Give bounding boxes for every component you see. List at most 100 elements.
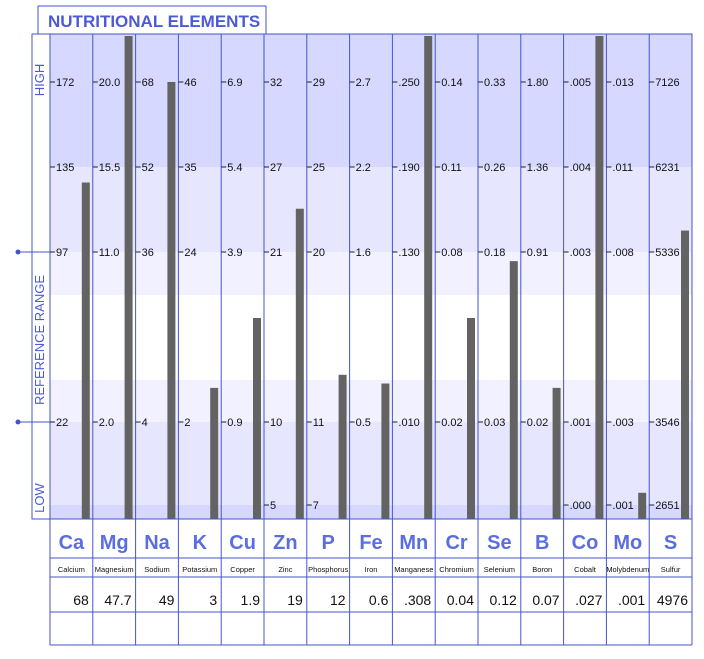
tick-label-cu: 0.9	[227, 417, 242, 429]
tick-label-fe: 2.7	[356, 77, 371, 89]
tick-label-p: 7	[313, 500, 319, 512]
zone-band-4	[50, 380, 692, 422]
tick-label-mn: .190	[398, 162, 419, 174]
tick-label-fe: 2.2	[356, 162, 371, 174]
zone-band-5	[50, 422, 692, 505]
element-name-fe: Iron	[365, 565, 378, 574]
tick-label-zn: 5	[270, 500, 276, 512]
element-value-mn: .308	[404, 592, 431, 608]
tick-label-s: 3546	[655, 417, 679, 429]
tick-label-p: 29	[313, 77, 325, 89]
element-value-k: 3	[209, 592, 217, 608]
bar-ca	[81, 182, 90, 519]
element-value-co: .027	[575, 592, 602, 608]
tick-label-ca: 22	[56, 417, 68, 429]
element-value-b: 0.07	[532, 592, 559, 608]
element-symbol-p: P	[322, 532, 335, 554]
zone-band-0	[50, 34, 692, 167]
bar-co	[595, 36, 604, 519]
tick-label-cr: 0.02	[441, 417, 462, 429]
tick-label-zn: 27	[270, 162, 282, 174]
tick-label-na: 4	[142, 417, 148, 429]
side-label-low: LOW	[32, 482, 47, 512]
tick-label-b: 1.80	[527, 77, 548, 89]
element-value-zn: 19	[287, 592, 303, 608]
element-symbol-zn: Zn	[273, 532, 297, 554]
bar-mg	[124, 36, 133, 519]
tick-label-co: .005	[570, 77, 591, 89]
tick-label-na: 52	[142, 162, 154, 174]
bar-p	[338, 374, 347, 519]
tick-label-mn: .250	[398, 77, 419, 89]
bar-k	[210, 387, 219, 519]
bar-zn	[295, 208, 304, 520]
tick-label-b: 1.36	[527, 162, 548, 174]
element-symbol-se: Se	[487, 532, 511, 554]
element-symbol-mo: Mo	[613, 532, 642, 554]
tick-label-se: 0.33	[484, 77, 505, 89]
tick-label-k: 2	[184, 417, 190, 429]
tick-label-cu: 3.9	[227, 247, 242, 259]
tick-label-mo: .013	[612, 77, 633, 89]
element-name-mn: Manganese	[394, 565, 433, 574]
bar-fe	[381, 383, 390, 519]
element-value-cu: 1.9	[241, 592, 261, 608]
bar-cu	[253, 317, 261, 519]
element-name-na: Sodium	[144, 565, 169, 574]
element-name-b: Boron	[532, 565, 552, 574]
element-value-s: 4976	[657, 592, 688, 608]
tick-label-mo: .011	[612, 162, 633, 174]
tick-label-fe: 1.6	[356, 247, 371, 259]
element-symbol-ca: Ca	[59, 532, 85, 554]
tick-label-cu: 5.4	[227, 162, 242, 174]
zone-band-3	[50, 295, 692, 380]
tick-label-mn: .130	[398, 247, 419, 259]
side-label-high: HIGH	[32, 64, 47, 97]
tick-label-se: 0.26	[484, 162, 505, 174]
tick-label-ca: 172	[56, 77, 74, 89]
tick-label-s: 6231	[655, 162, 679, 174]
title-box	[37, 5, 267, 35]
element-symbol-cu: Cu	[229, 532, 256, 554]
element-symbol-na: Na	[144, 532, 170, 554]
tick-label-mn: .010	[398, 417, 419, 429]
tick-label-mg: 11.0	[99, 247, 120, 259]
bar-mn	[424, 36, 433, 519]
bar-mo	[638, 492, 647, 519]
element-value-cr: 0.04	[447, 592, 474, 608]
element-symbol-co: Co	[572, 532, 599, 554]
element-name-s: Sulfur	[661, 565, 681, 574]
tick-label-zn: 10	[270, 417, 282, 429]
element-name-p: Phosphorus	[308, 565, 348, 574]
element-value-se: 0.12	[490, 592, 517, 608]
tick-label-mg: 15.5	[99, 162, 120, 174]
element-symbol-b: B	[535, 532, 549, 554]
tick-label-co: .001	[570, 417, 591, 429]
tick-label-b: 0.91	[527, 247, 548, 259]
tick-label-co: .003	[570, 247, 591, 259]
bar-cr	[467, 317, 475, 519]
element-symbol-k: K	[193, 532, 208, 554]
tick-label-s: 5336	[655, 247, 679, 259]
element-name-cr: Chromium	[439, 565, 474, 574]
element-name-mo: Molybdenum	[606, 565, 649, 574]
tick-label-cr: 0.14	[441, 77, 462, 89]
tick-label-cr: 0.11	[441, 162, 462, 174]
tick-label-se: 0.03	[484, 417, 505, 429]
tick-label-s: 7126	[655, 77, 679, 89]
side-label-reference-range: REFERENCE RANGE	[32, 275, 47, 405]
tick-label-mo: .003	[612, 417, 633, 429]
tick-label-k: 24	[184, 247, 196, 259]
element-value-p: 12	[330, 592, 346, 608]
tick-label-p: 25	[313, 162, 325, 174]
tick-label-k: 46	[184, 77, 196, 89]
ref-marker-dot-1	[15, 419, 21, 425]
element-symbol-cr: Cr	[445, 532, 467, 554]
tick-label-mo: .008	[612, 247, 633, 259]
bar-b	[552, 387, 561, 519]
element-value-na: 49	[159, 592, 175, 608]
bar-se	[509, 261, 518, 519]
element-value-ca: 68	[73, 592, 89, 608]
tick-label-b: 0.02	[527, 417, 548, 429]
element-symbol-s: S	[664, 532, 677, 554]
